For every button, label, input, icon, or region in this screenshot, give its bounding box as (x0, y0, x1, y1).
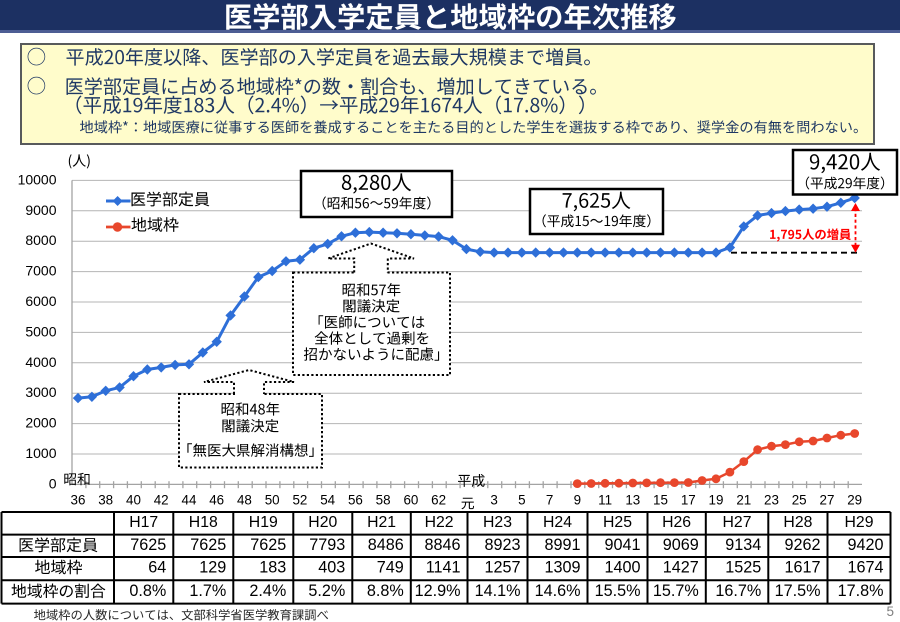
svg-text:8000: 8000 (25, 232, 56, 248)
svg-text:1309: 1309 (544, 559, 580, 577)
svg-text:7000: 7000 (25, 263, 56, 279)
svg-text:8.8%: 8.8% (367, 582, 404, 600)
svg-text:9262: 9262 (784, 536, 820, 554)
svg-text:23: 23 (764, 493, 779, 508)
svg-text:H23: H23 (483, 514, 512, 531)
svg-text:H19: H19 (249, 514, 278, 531)
svg-text:40: 40 (126, 493, 141, 508)
svg-text:7625: 7625 (130, 536, 166, 554)
svg-text:3000: 3000 (25, 384, 56, 400)
svg-text:17.8%: 17.8% (838, 582, 884, 600)
svg-text:14.1%: 14.1% (475, 582, 521, 600)
svg-text:7625: 7625 (190, 536, 226, 554)
svg-text:183: 183 (259, 559, 286, 577)
svg-text:0.8%: 0.8% (129, 582, 166, 600)
svg-text:29: 29 (847, 493, 862, 508)
svg-text:403: 403 (318, 559, 345, 577)
svg-text:9041: 9041 (604, 536, 640, 554)
svg-text:50: 50 (265, 493, 280, 508)
svg-text:7793: 7793 (309, 536, 345, 554)
svg-text:12.9%: 12.9% (415, 582, 461, 600)
svg-text:1000: 1000 (25, 445, 56, 461)
svg-text:H20: H20 (308, 514, 337, 531)
svg-text:5: 5 (518, 493, 525, 508)
svg-text:27: 27 (820, 493, 835, 508)
svg-text:11: 11 (598, 493, 612, 508)
svg-text:1141: 1141 (426, 559, 461, 577)
svg-text:H29: H29 (845, 514, 874, 531)
svg-text:1674: 1674 (847, 559, 883, 577)
svg-text:64: 64 (148, 559, 166, 577)
svg-text:H25: H25 (603, 514, 632, 531)
svg-text:54: 54 (320, 493, 335, 508)
svg-text:46: 46 (209, 493, 224, 508)
svg-text:44: 44 (182, 493, 197, 508)
svg-text:129: 129 (199, 559, 226, 577)
svg-text:6000: 6000 (25, 293, 56, 309)
svg-text:2000: 2000 (25, 415, 56, 431)
svg-text:21: 21 (736, 493, 751, 508)
svg-text:5000: 5000 (25, 323, 56, 339)
svg-text:9: 9 (574, 493, 581, 508)
svg-text:17.5%: 17.5% (775, 582, 821, 600)
svg-text:1525: 1525 (725, 559, 761, 577)
svg-text:62: 62 (431, 493, 446, 508)
svg-text:9420: 9420 (847, 536, 883, 554)
svg-text:36: 36 (71, 493, 86, 508)
svg-text:17: 17 (681, 493, 696, 508)
svg-text:14.6%: 14.6% (535, 582, 581, 600)
svg-text:10000: 10000 (18, 171, 57, 187)
svg-text:H26: H26 (662, 514, 691, 531)
svg-text:8846: 8846 (424, 536, 460, 554)
svg-text:8923: 8923 (484, 536, 520, 554)
svg-text:15.5%: 15.5% (595, 582, 641, 600)
svg-text:7625: 7625 (250, 536, 286, 554)
svg-text:25: 25 (792, 493, 807, 508)
svg-text:15: 15 (653, 493, 668, 508)
svg-text:1427: 1427 (663, 559, 699, 577)
svg-text:3: 3 (490, 493, 497, 508)
svg-text:0: 0 (49, 475, 57, 491)
svg-text:5.2%: 5.2% (308, 582, 345, 600)
svg-text:H21: H21 (367, 514, 396, 531)
svg-text:2.4%: 2.4% (249, 582, 286, 600)
svg-text:H28: H28 (783, 514, 812, 531)
svg-text:H18: H18 (189, 514, 218, 531)
svg-text:H22: H22 (425, 514, 454, 531)
svg-text:9000: 9000 (25, 202, 56, 218)
svg-text:8991: 8991 (544, 536, 580, 554)
svg-text:8486: 8486 (368, 536, 404, 554)
svg-text:1617: 1617 (784, 559, 820, 577)
svg-text:13: 13 (625, 493, 640, 508)
svg-text:60: 60 (403, 493, 418, 508)
svg-text:7: 7 (546, 493, 553, 508)
svg-text:1.7%: 1.7% (189, 582, 226, 600)
svg-text:H17: H17 (129, 514, 158, 531)
svg-text:H24: H24 (543, 514, 572, 531)
svg-text:56: 56 (348, 493, 363, 508)
svg-text:H27: H27 (723, 514, 752, 531)
svg-text:38: 38 (98, 493, 113, 508)
svg-text:15.7%: 15.7% (653, 582, 699, 600)
svg-text:58: 58 (376, 493, 391, 508)
svg-text:48: 48 (237, 493, 252, 508)
svg-text:749: 749 (377, 559, 404, 577)
svg-text:19: 19 (709, 493, 724, 508)
svg-text:16.7%: 16.7% (715, 582, 761, 600)
svg-text:1400: 1400 (604, 559, 640, 577)
svg-text:9134: 9134 (725, 536, 761, 554)
svg-text:42: 42 (154, 493, 169, 508)
svg-text:4000: 4000 (25, 354, 56, 370)
svg-text:9069: 9069 (663, 536, 699, 554)
svg-text:1257: 1257 (484, 559, 520, 577)
svg-text:5: 5 (886, 604, 894, 619)
svg-text:52: 52 (292, 493, 307, 508)
